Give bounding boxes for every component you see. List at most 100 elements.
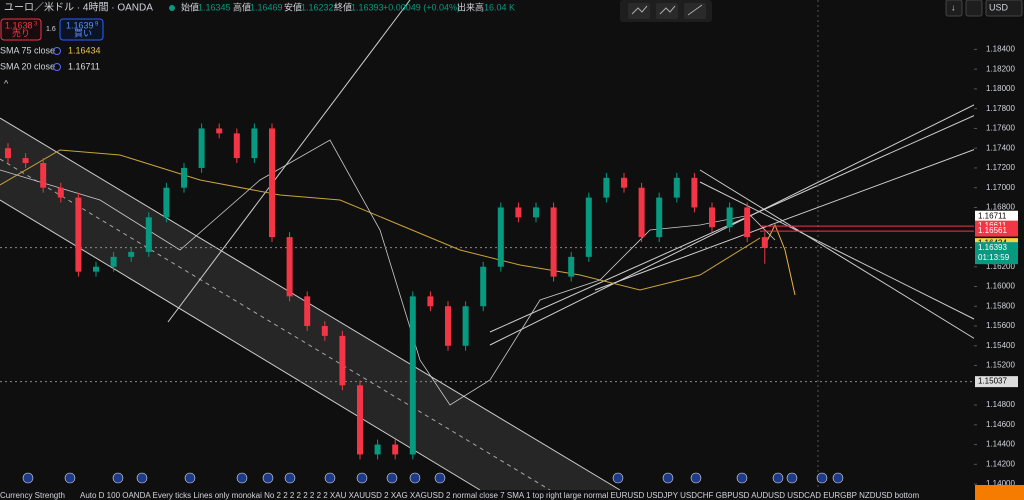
price-tick-label: 1.17400	[986, 143, 1015, 152]
event-flag	[324, 472, 336, 484]
indicator-value: 1.16711	[68, 61, 100, 71]
candle-body	[93, 266, 99, 272]
candle-body	[128, 251, 135, 257]
trend-line	[699, 169, 981, 343]
event-flag	[22, 472, 34, 484]
candle-body	[357, 385, 363, 455]
candle-body	[621, 177, 627, 188]
price-tick-label: 1.14200	[986, 459, 1015, 468]
candle-body	[22, 158, 29, 164]
price-label: 1.16393	[978, 243, 1007, 252]
price-label: 1.15037	[978, 377, 1007, 386]
buy-button[interactable]	[59, 18, 104, 41]
price-tick-label: 1.14600	[986, 420, 1015, 429]
price-tick-label: 1.15200	[986, 361, 1015, 370]
status-dot	[169, 5, 175, 11]
candle-body	[638, 187, 645, 238]
price-tick-label: 1.15400	[986, 341, 1015, 350]
trend-line	[699, 181, 981, 323]
event-flag	[386, 472, 398, 484]
candle-body	[445, 306, 451, 346]
trend-line	[167, 0, 411, 323]
candle-body	[603, 177, 610, 198]
candle-body	[374, 444, 381, 455]
candle-body	[691, 177, 698, 208]
candle-body	[462, 306, 469, 346]
price-tick-label: 1.17600	[986, 124, 1015, 133]
candle-body	[480, 266, 487, 307]
event-flag	[356, 472, 368, 484]
price-tick-label: 1.18000	[986, 84, 1015, 93]
sell-button[interactable]	[0, 18, 42, 41]
close: 1.16393	[351, 2, 384, 12]
candle-body	[251, 128, 258, 159]
price-label-bg	[975, 376, 1018, 388]
candle-body	[709, 207, 715, 228]
footer	[0, 490, 1024, 500]
price-tick-label: 1.14000	[986, 479, 1015, 488]
candle-body	[75, 197, 82, 272]
candle-body	[304, 296, 311, 327]
price-tick-label: 1.14800	[986, 400, 1015, 409]
candle-body	[321, 326, 328, 336]
candle-body	[585, 197, 592, 257]
candle-body	[216, 128, 223, 134]
event-flag	[434, 472, 446, 484]
price-label: 1.16561	[978, 226, 1007, 235]
price-tick-label: 1.16000	[986, 282, 1015, 291]
candle-body	[163, 187, 170, 218]
indicator-value: 1.16434	[68, 45, 101, 55]
volume-label: 出来高	[457, 1, 484, 12]
sma-20-line	[0, 139, 776, 406]
plot	[0, 123, 974, 484]
event-flag	[786, 472, 798, 484]
event-flag	[184, 472, 196, 484]
price-tick-label: 1.15800	[986, 301, 1015, 310]
event-flag	[262, 472, 274, 484]
event-flag	[772, 472, 784, 484]
candle-body	[744, 207, 751, 238]
candle-body	[5, 148, 11, 159]
open: 1.16345	[198, 2, 231, 12]
collapse[interactable]: ^	[4, 78, 9, 88]
symbol: ユーロ／米ドル · 4時間 · OANDA	[4, 1, 153, 14]
tool-button[interactable]	[628, 3, 650, 19]
indicator-icon	[53, 47, 61, 55]
candle-body	[40, 163, 47, 188]
event-flag	[612, 472, 624, 484]
candle-body	[198, 128, 205, 168]
indicator-name: SMA 20 close	[0, 61, 55, 71]
sma-75-line	[0, 149, 761, 291]
footer-badge	[975, 485, 1024, 500]
projection	[764, 223, 796, 296]
candle-body	[409, 296, 416, 455]
candle-body	[656, 197, 663, 238]
indicator-icon	[53, 63, 61, 71]
price-tick-label: 1.15600	[986, 321, 1015, 330]
sell-label: 売り	[12, 27, 30, 38]
tool-button[interactable]	[684, 3, 706, 19]
event-flag	[662, 472, 674, 484]
low: 1.16232	[301, 2, 334, 12]
candle-body	[269, 128, 275, 238]
candle-body	[568, 256, 575, 277]
price-label-bg	[975, 242, 1018, 265]
high-label: 高値	[233, 1, 251, 12]
event-flag	[64, 472, 76, 484]
candle-body	[515, 207, 522, 218]
currency-button[interactable]	[985, 0, 1023, 17]
down-button[interactable]	[945, 0, 963, 17]
high: 1.16469	[250, 2, 283, 12]
indicator-name: SMA 75 close	[0, 45, 55, 55]
tool-icon	[687, 4, 703, 16]
candle-body	[57, 187, 64, 198]
footer-title: Currency Strength	[0, 491, 65, 500]
footer-settings: Auto D 100 OANDA Every ticks Lines only …	[80, 491, 919, 500]
spread: 1.6	[46, 26, 56, 33]
tool-button[interactable]	[656, 3, 678, 19]
candle-body	[286, 237, 293, 297]
event-flag	[236, 472, 248, 484]
scale-button[interactable]	[965, 0, 983, 17]
